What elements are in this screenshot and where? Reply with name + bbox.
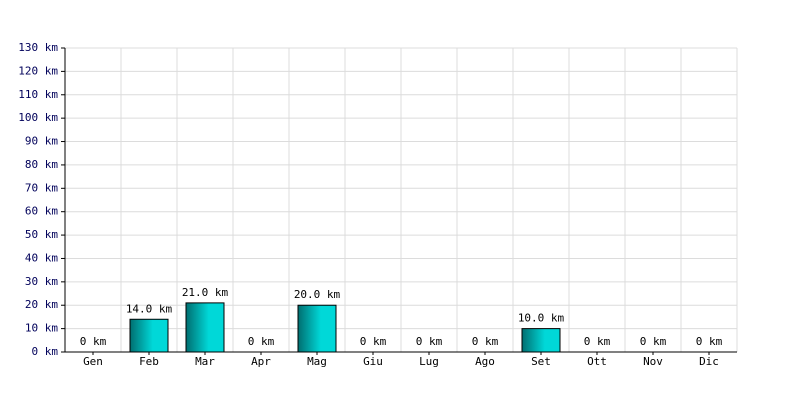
x-tick-label: Giu [363, 355, 383, 368]
x-tick-label: Ago [475, 355, 495, 368]
x-tick-label: Feb [139, 355, 159, 368]
y-tick-label: 130 km [18, 41, 58, 54]
value-label: 0 km [696, 335, 723, 348]
x-tick-label: Dic [699, 355, 719, 368]
y-tick-label: 90 km [25, 135, 58, 148]
bar [297, 304, 337, 353]
y-tick-label: 110 km [18, 88, 58, 101]
value-label: 0 km [248, 335, 275, 348]
x-tick-label: Nov [643, 355, 663, 368]
value-label: 20.0 km [294, 288, 341, 301]
y-tick-label: 120 km [18, 64, 58, 77]
x-tick-label: Apr [251, 355, 271, 368]
x-tick-label: Mar [195, 355, 215, 368]
x-tick-label: Gen [83, 355, 103, 368]
value-label: 0 km [80, 335, 107, 348]
value-label: 0 km [472, 335, 499, 348]
y-tick-label: 10 km [25, 322, 58, 335]
y-tick-label: 70 km [25, 181, 58, 194]
bar [129, 318, 169, 353]
x-tick-label: Lug [419, 355, 439, 368]
y-tick-label: 30 km [25, 275, 58, 288]
value-label: 0 km [360, 335, 387, 348]
x-tick-label: Set [531, 355, 551, 368]
value-label: 0 km [584, 335, 611, 348]
y-tick-label: 100 km [18, 111, 58, 124]
x-tick-label: Mag [307, 355, 327, 368]
y-tick-label: 40 km [25, 251, 58, 264]
value-label: 0 km [416, 335, 443, 348]
bar [185, 302, 225, 353]
value-label: 14.0 km [126, 302, 173, 315]
y-tick-label: 50 km [25, 228, 58, 241]
bar [521, 328, 561, 353]
y-tick-label: 20 km [25, 298, 58, 311]
y-tick-label: 60 km [25, 205, 58, 218]
value-label: 21.0 km [182, 286, 229, 299]
y-tick-label: 80 km [25, 158, 58, 171]
x-tick-label: Ott [587, 355, 607, 368]
value-label: 10.0 km [518, 312, 565, 325]
y-tick-label: 0 km [32, 345, 59, 358]
value-label: 0 km [640, 335, 667, 348]
